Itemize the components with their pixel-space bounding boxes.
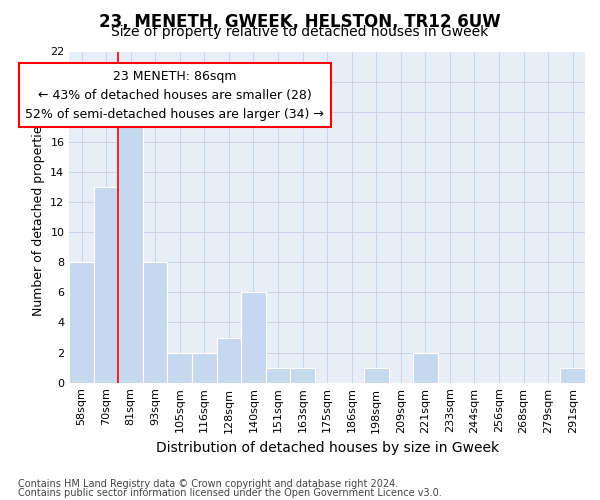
Text: 23 MENETH: 86sqm
← 43% of detached houses are smaller (28)
52% of semi-detached : 23 MENETH: 86sqm ← 43% of detached house… bbox=[25, 70, 324, 120]
Y-axis label: Number of detached properties: Number of detached properties bbox=[32, 118, 44, 316]
Text: Size of property relative to detached houses in Gweek: Size of property relative to detached ho… bbox=[112, 25, 488, 39]
Bar bbox=[266, 368, 290, 382]
Text: Contains HM Land Registry data © Crown copyright and database right 2024.: Contains HM Land Registry data © Crown c… bbox=[18, 479, 398, 489]
Bar bbox=[241, 292, 266, 382]
Text: 23, MENETH, GWEEK, HELSTON, TR12 6UW: 23, MENETH, GWEEK, HELSTON, TR12 6UW bbox=[99, 12, 501, 30]
Bar bbox=[192, 352, 217, 382]
Bar bbox=[94, 187, 118, 382]
Text: Contains public sector information licensed under the Open Government Licence v3: Contains public sector information licen… bbox=[18, 488, 442, 498]
Bar bbox=[69, 262, 94, 382]
Bar bbox=[217, 338, 241, 382]
Bar bbox=[118, 112, 143, 382]
Bar bbox=[167, 352, 192, 382]
Bar bbox=[364, 368, 389, 382]
Bar bbox=[560, 368, 585, 382]
Bar bbox=[290, 368, 315, 382]
X-axis label: Distribution of detached houses by size in Gweek: Distribution of detached houses by size … bbox=[155, 441, 499, 455]
Bar bbox=[143, 262, 167, 382]
Bar bbox=[413, 352, 437, 382]
